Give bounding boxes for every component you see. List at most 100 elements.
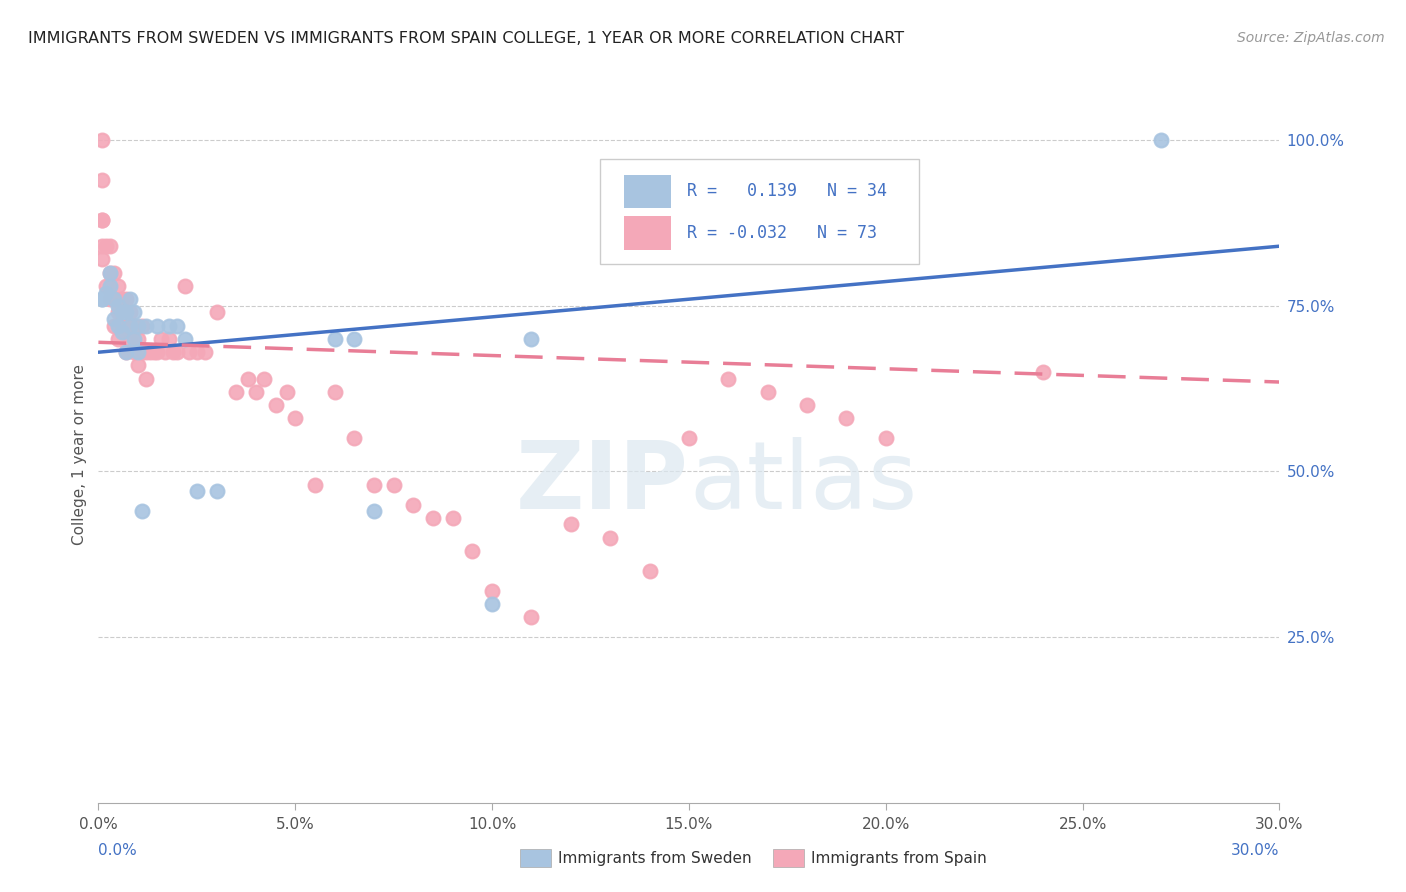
Point	[98, 266, 121, 280]
Point	[382, 477, 405, 491]
Point	[111, 318, 134, 333]
Point	[131, 504, 153, 518]
Point	[91, 133, 114, 147]
Point	[560, 517, 582, 532]
Point	[122, 332, 145, 346]
Point	[323, 384, 346, 399]
Point	[91, 292, 114, 306]
Point	[96, 279, 118, 293]
Point	[150, 332, 173, 346]
Point	[146, 318, 169, 333]
Point	[343, 431, 366, 445]
Point	[122, 345, 145, 359]
FancyBboxPatch shape	[600, 159, 920, 263]
Point	[131, 345, 153, 359]
Point	[402, 498, 425, 512]
Point	[205, 305, 228, 319]
Point	[122, 305, 145, 319]
Point	[717, 372, 740, 386]
Point	[186, 484, 208, 499]
Point	[363, 477, 385, 491]
Point	[205, 484, 228, 499]
Point	[422, 511, 444, 525]
Point	[236, 372, 259, 386]
Point	[186, 345, 208, 359]
Point	[284, 411, 307, 425]
Point	[103, 266, 125, 280]
Point	[142, 345, 165, 359]
Point	[115, 345, 138, 359]
Point	[146, 345, 169, 359]
Point	[127, 332, 149, 346]
Point	[245, 384, 267, 399]
Point	[111, 305, 134, 319]
Text: ZIP: ZIP	[516, 437, 689, 529]
Point	[599, 531, 621, 545]
Point	[107, 318, 129, 333]
Point	[107, 279, 129, 293]
Point	[135, 318, 157, 333]
Point	[98, 279, 121, 293]
Point	[520, 610, 543, 624]
Text: 30.0%: 30.0%	[1232, 843, 1279, 858]
Point	[91, 292, 114, 306]
Point	[98, 266, 121, 280]
Point	[98, 292, 121, 306]
Point	[343, 332, 366, 346]
Point	[253, 372, 276, 386]
Point	[118, 318, 141, 333]
Point	[323, 332, 346, 346]
Point	[118, 332, 141, 346]
Point	[115, 305, 138, 319]
Bar	[624, 175, 671, 208]
Point	[174, 332, 197, 346]
Point	[91, 239, 114, 253]
Text: Immigrants from Sweden: Immigrants from Sweden	[558, 851, 752, 865]
Text: R = -0.032   N = 73: R = -0.032 N = 73	[686, 224, 876, 242]
Point	[638, 564, 661, 578]
Point	[461, 544, 484, 558]
Point	[138, 345, 160, 359]
Point	[91, 252, 114, 267]
Point	[115, 318, 138, 333]
Point	[107, 305, 129, 319]
Point	[166, 345, 188, 359]
Text: Immigrants from Spain: Immigrants from Spain	[811, 851, 987, 865]
Point	[127, 359, 149, 373]
Point	[96, 285, 118, 300]
Point	[107, 332, 129, 346]
Point	[115, 345, 138, 359]
Text: atlas: atlas	[689, 437, 917, 529]
Point	[835, 411, 858, 425]
Point	[118, 305, 141, 319]
Point	[122, 318, 145, 333]
Point	[111, 292, 134, 306]
Point	[91, 173, 114, 187]
Point	[174, 279, 197, 293]
Point	[264, 398, 287, 412]
Point	[756, 384, 779, 399]
Point	[678, 431, 700, 445]
Point	[756, 233, 779, 247]
Point	[157, 318, 180, 333]
Point	[481, 583, 503, 598]
Point	[481, 597, 503, 611]
Point	[96, 239, 118, 253]
Point	[225, 384, 247, 399]
Point	[441, 511, 464, 525]
Point	[118, 292, 141, 306]
Point	[177, 345, 200, 359]
Point	[131, 318, 153, 333]
Point	[127, 318, 149, 333]
Text: R =   0.139   N = 34: R = 0.139 N = 34	[686, 182, 887, 200]
Point	[166, 318, 188, 333]
Bar	[624, 216, 671, 250]
Point	[520, 332, 543, 346]
Point	[135, 345, 157, 359]
Text: Source: ZipAtlas.com: Source: ZipAtlas.com	[1237, 31, 1385, 45]
Point	[194, 345, 217, 359]
Point	[103, 292, 125, 306]
Point	[276, 384, 298, 399]
Point	[115, 292, 138, 306]
Y-axis label: College, 1 year or more: College, 1 year or more	[72, 365, 87, 545]
